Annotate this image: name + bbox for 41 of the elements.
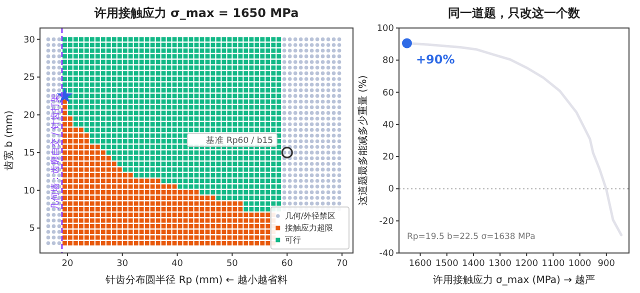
y-tick-label: 0: [388, 184, 394, 195]
x-tick-label: 60: [281, 259, 294, 269]
y-tick-label: 10: [24, 186, 36, 196]
x-tick-label: 70: [336, 259, 348, 269]
y-tick-label: 100: [376, 24, 394, 34]
y-tick-label: 20: [382, 152, 394, 163]
x-tick-label: 50: [226, 259, 238, 269]
y-tick-label: -40: [379, 248, 394, 259]
y-tick-label: 20: [24, 110, 36, 121]
x-tick-label: 1300: [488, 259, 512, 269]
x-tick-label: 1500: [435, 259, 459, 269]
annotation: Rp=19.5 b=22.5 σ=1638 MPa: [407, 232, 536, 242]
legend-label: 接触应力超限: [284, 224, 333, 233]
x-tick-label: 1200: [515, 259, 538, 269]
ref-line-label: 几何墙：齿廓自交 / 针齿打架: [50, 93, 61, 210]
annotation: +90%: [416, 52, 455, 66]
y-tick-label: -20: [379, 216, 394, 227]
y-axis-title: 这道题最多能减多少重量 (%): [357, 75, 369, 206]
y-axis-title: 齿宽 b (mm): [3, 110, 15, 170]
x-tick-label: 40: [172, 259, 184, 269]
y-tick-label: 40: [382, 120, 394, 130]
y-tick-label: 60: [382, 88, 394, 98]
x-tick-label: 1100: [542, 259, 565, 269]
annotation: 基准 Rp60 / b15: [206, 135, 274, 146]
x-tick-label: 900: [598, 259, 616, 269]
x-axis-title: 许用接触应力 σ_max (MPa) → 越严: [432, 274, 596, 286]
chart-title: 同一道题，只改这一个数: [448, 6, 581, 20]
x-tick-label: 20: [62, 259, 74, 269]
x-tick-label: 1600: [408, 259, 432, 269]
x-tick-label: 1000: [568, 259, 592, 269]
x-axis-title: 针齿分布圆半径 Rp (mm) ← 越小越省料: [104, 274, 288, 286]
y-tick-label: 25: [24, 73, 35, 84]
x-tick-label: 30: [116, 259, 128, 269]
legend-label: 几何/外径禁区: [284, 212, 336, 221]
legend-label: 可行: [284, 236, 301, 245]
chart-title: 许用接触应力 σ_max = 1650 MPa: [93, 6, 299, 20]
y-tick-label: 15: [24, 148, 35, 159]
y-tick-label: 30: [24, 35, 36, 46]
y-tick-label: 80: [382, 56, 394, 66]
y-tick-label: 5: [29, 224, 35, 234]
x-tick-label: 1400: [462, 259, 486, 269]
